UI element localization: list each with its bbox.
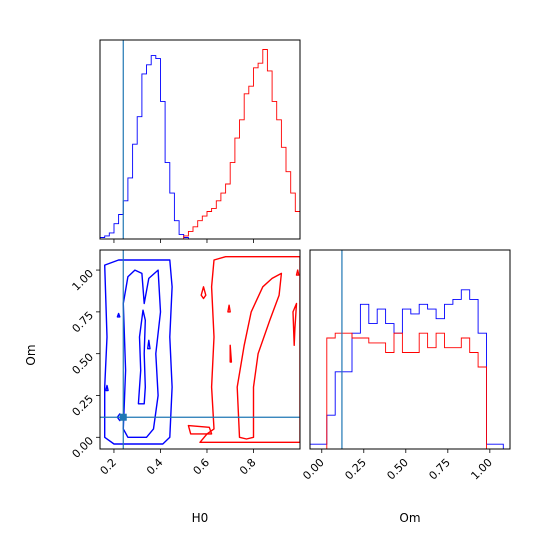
h0-hist-frame <box>99 39 301 240</box>
contour-series-b <box>199 256 300 443</box>
contour-series-b <box>236 272 283 440</box>
om-x-tick-label: 0.75 <box>426 456 453 483</box>
om-hist-series-a <box>310 289 510 449</box>
contour-series-a <box>122 269 162 438</box>
panel-om-histogram: 0.00 0.25 0.50 0.75 1.00 <box>300 249 511 483</box>
om-y-tick-label: 0.00 <box>70 434 97 461</box>
panel-h0-histogram <box>99 39 301 243</box>
h0-tick-label: 0.2 <box>98 456 120 478</box>
contour-series-a <box>137 309 146 405</box>
xlabel-h0: H0 <box>192 511 209 525</box>
om-y-tick-label: 0.50 <box>70 351 97 378</box>
contour-series-b <box>295 269 300 276</box>
om-x-tick-label: 0.00 <box>300 456 327 483</box>
h0-hist-series-a <box>100 55 300 239</box>
om-x-tick-label: 0.50 <box>384 456 411 483</box>
contour-series-a <box>104 259 173 445</box>
truth-marker <box>119 413 127 421</box>
contour-series-a <box>147 339 151 350</box>
h0-tick-label: 0.4 <box>144 456 166 478</box>
om-hist-frame <box>309 249 511 450</box>
h0-hist-series-b <box>100 49 300 239</box>
om-y-tick-label: 0.25 <box>70 392 97 419</box>
contour-frame <box>99 249 301 450</box>
contour-series-a <box>105 384 109 392</box>
contour-series-b <box>292 302 298 346</box>
panel-h0-om-contours: 0.2 0.4 0.6 0.8 0.00 0.25 0.50 0.75 1.00 <box>70 249 301 478</box>
om-hist-series-b <box>310 332 510 449</box>
om-x-tick-label: 0.25 <box>342 456 369 483</box>
h0-tick-label: 0.6 <box>191 456 213 478</box>
contour-series-b <box>187 424 213 435</box>
contour-series-b <box>200 286 207 300</box>
om-y-tick-label: 0.75 <box>70 309 97 336</box>
contour-series-b <box>229 344 233 363</box>
om-y-tick-label: 1.00 <box>70 267 97 294</box>
om-x-tick-label: 1.00 <box>468 456 495 483</box>
contour-series-a <box>116 312 121 318</box>
h0-tick-label: 0.8 <box>237 456 259 478</box>
xlabel-om: Om <box>399 511 420 525</box>
contour-series-b <box>227 304 231 313</box>
ylabel-om: Om <box>24 344 38 365</box>
